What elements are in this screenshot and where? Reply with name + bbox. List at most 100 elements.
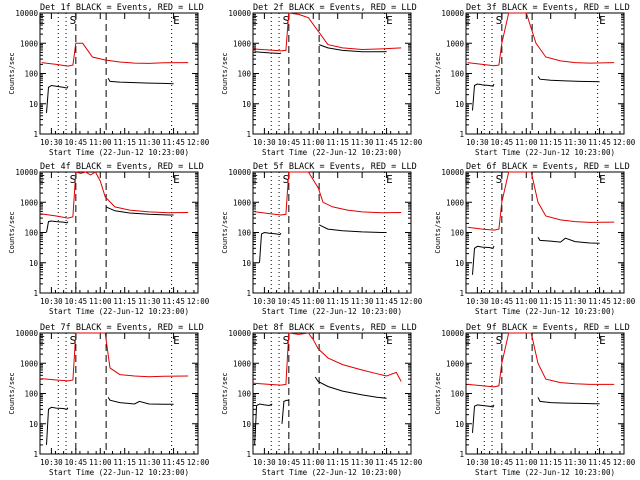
x-tick-label: 11:45 [588, 297, 611, 306]
x-tick-label: 10:30 [253, 458, 276, 467]
event-marker-letter: E [173, 14, 180, 27]
x-tick-label: 11:00 [89, 297, 112, 306]
events-series-line [46, 84, 69, 113]
event-marker-letter: S [70, 14, 77, 27]
x-tick-label: 12:00 [400, 297, 423, 306]
x-tick-label: 10:45 [65, 138, 88, 147]
x-tick-label: 10:30 [253, 138, 276, 147]
y-axis-label: Counts/sec [434, 372, 442, 414]
x-tick-label: 10:45 [65, 458, 88, 467]
x-tick-label: 11:45 [375, 297, 398, 306]
events-series-line [46, 406, 69, 445]
events-series-line [107, 77, 174, 85]
y-axis-label: Counts/sec [434, 211, 442, 253]
events-series-line [318, 44, 387, 53]
y-axis-label: Counts/sec [221, 52, 229, 94]
panel-title: Det 1f BLACK = Events, RED = LLD [40, 3, 204, 13]
events-series-line [46, 220, 69, 233]
y-axis-label: Counts/sec [221, 372, 229, 414]
detector-panel: Det 7f BLACK = Events, RED = LLD 1 10 100 10… [8, 323, 210, 477]
y-tick-label: 10 [29, 259, 39, 268]
y-tick-label: 10000 [228, 329, 251, 338]
x-tick-label: 11:30 [138, 138, 161, 147]
x-axis-label: Start Time (22-Jun-12 10:23:00) [475, 468, 615, 477]
events-series-line [472, 404, 495, 433]
x-axis-label: Start Time (22-Jun-12 10:23:00) [262, 148, 402, 157]
events-series-line [314, 376, 387, 399]
event-marker-letter: S [70, 334, 77, 347]
y-tick-label: 10000 [228, 9, 251, 18]
lld-series-line [467, 12, 615, 67]
event-marker-letter: S [283, 14, 290, 27]
y-tick-label: 1 [33, 289, 38, 298]
events-series-line [259, 231, 282, 263]
x-tick-label: 10:30 [466, 297, 489, 306]
x-tick-label: 12:00 [613, 138, 636, 147]
x-tick-label: 11:00 [515, 458, 538, 467]
panel-title: Det 3f BLACK = Events, RED = LLD [466, 3, 630, 13]
event-marker-letter: E [173, 334, 180, 347]
event-marker-letter: E [464, 14, 471, 27]
y-tick-label: 10000 [228, 168, 251, 177]
y-tick-label: 100 [450, 390, 464, 399]
x-tick-label: 11:45 [162, 297, 185, 306]
x-tick-label: 10:45 [491, 297, 514, 306]
lld-series-line [467, 332, 615, 388]
y-tick-label: 100 [24, 229, 38, 238]
x-tick-label: 10:30 [466, 138, 489, 147]
y-axis-label: Counts/sec [8, 211, 16, 253]
y-tick-label: 10000 [441, 168, 464, 177]
x-tick-label: 11:00 [515, 138, 538, 147]
x-tick-label: 11:30 [564, 458, 587, 467]
x-tick-label: 11:45 [375, 138, 398, 147]
y-tick-label: 100 [24, 70, 38, 79]
y-tick-label: 1 [33, 130, 38, 139]
event-marker-letter: S [496, 173, 503, 186]
y-tick-label: 10 [455, 100, 465, 109]
event-marker-letter: E [173, 173, 180, 186]
x-tick-label: 11:30 [351, 138, 374, 147]
x-tick-label: 11:00 [89, 458, 112, 467]
events-series-line [105, 206, 174, 216]
x-tick-label: 11:30 [564, 297, 587, 306]
y-tick-label: 1 [459, 450, 464, 459]
y-tick-label: 10 [455, 420, 465, 429]
y-axis-label: Counts/sec [434, 52, 442, 94]
event-marker-letter: E [464, 334, 471, 347]
x-axis-label: Start Time (22-Jun-12 10:23:00) [49, 307, 189, 316]
panel-title: Det 4f BLACK = Events, RED = LLD [40, 162, 204, 172]
y-tick-label: 1000 [446, 39, 465, 48]
plot-frame [39, 332, 199, 455]
events-series-line [254, 51, 282, 55]
y-tick-label: 10000 [15, 9, 38, 18]
y-tick-label: 10 [242, 259, 252, 268]
y-tick-label: 10000 [441, 9, 464, 18]
x-tick-label: 11:00 [302, 138, 325, 147]
lld-series-line [41, 42, 189, 67]
plot-frame [39, 12, 199, 135]
y-tick-label: 1000 [233, 359, 252, 368]
x-tick-label: 11:30 [351, 297, 374, 306]
detector-panel: Det 5f BLACK = Events, RED = LLD 1 10 100 10… [221, 162, 423, 316]
x-tick-label: 10:45 [65, 297, 88, 306]
y-tick-label: 1 [459, 289, 464, 298]
x-tick-label: 12:00 [187, 458, 210, 467]
x-tick-label: 10:45 [278, 138, 301, 147]
lld-series-line [252, 12, 402, 52]
x-tick-label: 11:15 [539, 458, 562, 467]
event-marker-letter: E [38, 173, 45, 186]
plot-frame [39, 171, 199, 294]
y-axis-label: Counts/sec [221, 211, 229, 253]
lld-series-line [467, 171, 615, 231]
x-tick-label: 11:30 [564, 138, 587, 147]
x-tick-label: 11:00 [302, 297, 325, 306]
x-tick-label: 11:45 [375, 458, 398, 467]
y-tick-label: 1000 [233, 39, 252, 48]
y-tick-label: 1000 [20, 198, 39, 207]
x-tick-label: 11:15 [113, 138, 136, 147]
y-tick-label: 1 [246, 130, 251, 139]
x-tick-label: 12:00 [400, 458, 423, 467]
lld-series-line [252, 171, 402, 216]
x-tick-label: 11:00 [515, 297, 538, 306]
